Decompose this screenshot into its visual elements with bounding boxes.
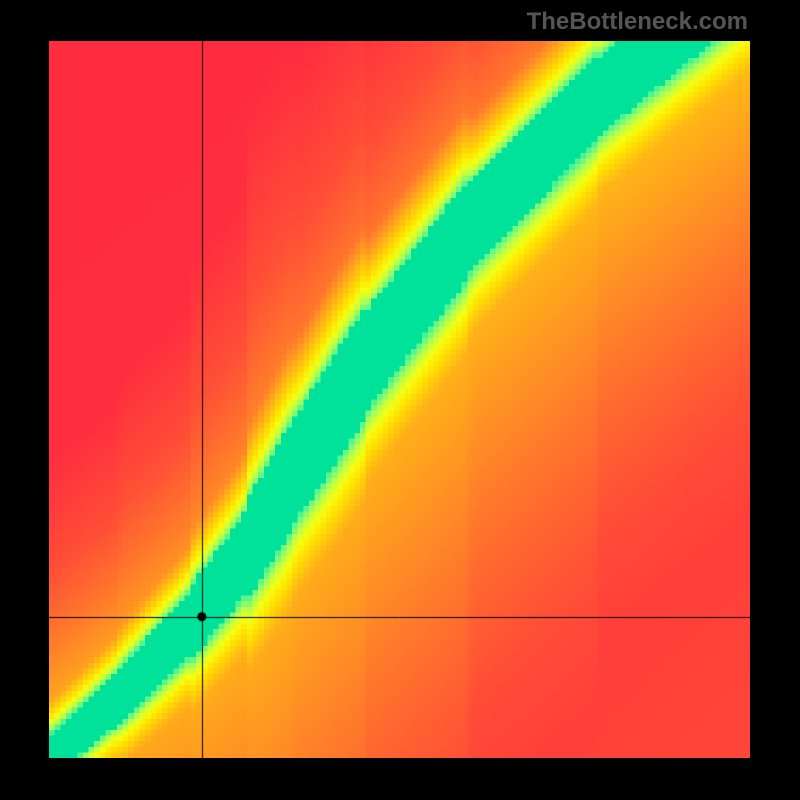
watermark-text: TheBottleneck.com: [527, 8, 748, 36]
chart-container: TheBottleneck.com: [0, 0, 800, 800]
crosshair-overlay: [49, 41, 750, 758]
